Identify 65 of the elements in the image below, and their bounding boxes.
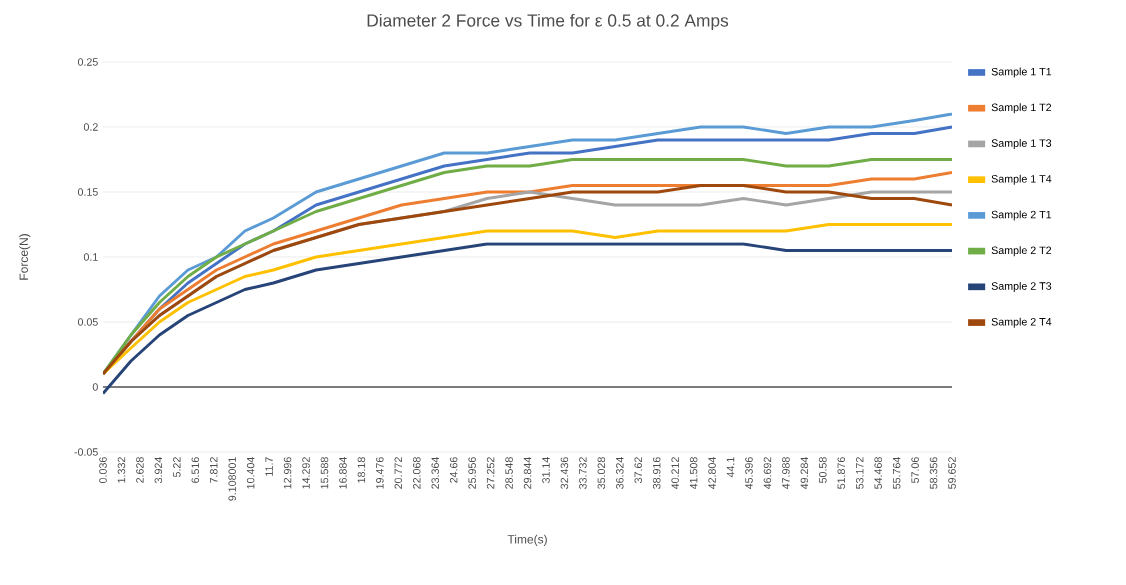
x-tick-label: 24.66	[449, 457, 458, 483]
x-tick-label: 19.476	[376, 457, 384, 489]
x-tick-label: 10.404	[246, 457, 255, 489]
y-tick-label: 0.1	[83, 253, 98, 261]
y-tick-label: 0.25	[77, 58, 98, 66]
x-tick-label: 44.1	[726, 457, 735, 478]
x-tick-label: 3.924	[154, 457, 163, 484]
x-tick-label: 49.284	[800, 457, 809, 490]
x-tick-label: 18.18	[357, 457, 366, 483]
x-tick-label: 35.028	[597, 457, 606, 489]
x-tick-label: 15.588	[320, 457, 329, 489]
x-tick-label: 5.22	[173, 457, 181, 478]
legend-label: Sample 2 T4	[991, 317, 1052, 328]
y-tick-label: -0.05	[74, 448, 98, 456]
x-tick-label: 11.7	[265, 457, 273, 476]
x-tick-label: 54.468	[874, 457, 882, 489]
x-tick-label: 47.988	[782, 457, 790, 490]
x-tick-label: 37.62	[634, 457, 643, 484]
legend-label: Sample 1 T2	[991, 103, 1052, 114]
x-tick-label: 12.996	[283, 457, 292, 489]
legend-label: Sample 1 T3	[991, 139, 1052, 149]
legend-label: Sample 2 T2	[991, 246, 1052, 257]
x-tick-label: 57.06	[911, 457, 919, 483]
x-tick-label: 2.628	[136, 457, 144, 483]
x-tick-label: 29.844	[523, 457, 532, 489]
x-tick-label: 45.396	[745, 457, 753, 490]
y-tick-label: 0.15	[77, 188, 98, 196]
x-tick-label: 1.332	[117, 457, 126, 483]
x-tick-label: 31.14	[542, 457, 550, 484]
x-tick-label: 53.172	[855, 457, 864, 489]
x-tick-label: 23.364	[431, 457, 439, 489]
x-tick-label: 40.212	[671, 457, 679, 490]
y-tick-label: 0.05	[77, 318, 98, 326]
x-tick-label: 20.772	[394, 457, 403, 489]
x-tick-label: 9.108001	[228, 457, 236, 501]
y-tick-label: 0.2	[83, 123, 98, 131]
y-axis-title: Force(N)	[19, 234, 31, 280]
chart-title: Diameter 2 Force vs Time for ε 0.5 at 0.2 Amps	[367, 13, 729, 31]
x-tick-label: 27.252	[486, 457, 495, 489]
x-tick-label: 51.876	[837, 457, 846, 489]
x-tick-label: 28.548	[505, 457, 513, 489]
legend-label: Sample 2 T3	[991, 281, 1052, 292]
x-tick-label: 32.436	[560, 457, 569, 489]
x-tick-label: 0.036	[99, 457, 107, 483]
x-tick-label: 41.508	[689, 457, 698, 490]
x-tick-label: 55.764	[892, 457, 901, 489]
legend-label: Sample 1 T1	[991, 67, 1052, 78]
x-tick-label: 36.324	[616, 457, 624, 489]
x-axis-title: Time(s)	[507, 534, 547, 546]
x-tick-label: 58.356	[929, 457, 938, 489]
x-tick-label: 50.58	[819, 457, 827, 483]
x-tick-label: 25.956	[468, 457, 476, 489]
x-tick-label: 33.732	[579, 457, 587, 489]
x-tick-label: 16.884	[339, 457, 347, 489]
x-tick-label: 59.652	[948, 457, 956, 489]
x-tick-label: 42.804	[708, 457, 716, 490]
legend-label: Sample 2 T1	[991, 210, 1052, 221]
y-tick-label: 0	[92, 383, 98, 391]
x-tick-label: 46.692	[763, 457, 772, 490]
x-tick-label: 6.516	[191, 457, 200, 483]
x-tick-label: 7.812	[209, 457, 218, 483]
x-tick-label: 38.916	[652, 457, 661, 489]
x-tick-label: 14.292	[302, 457, 310, 489]
x-tick-label: 22.068	[412, 457, 421, 489]
legend-label: Sample 1 T4	[991, 174, 1052, 185]
